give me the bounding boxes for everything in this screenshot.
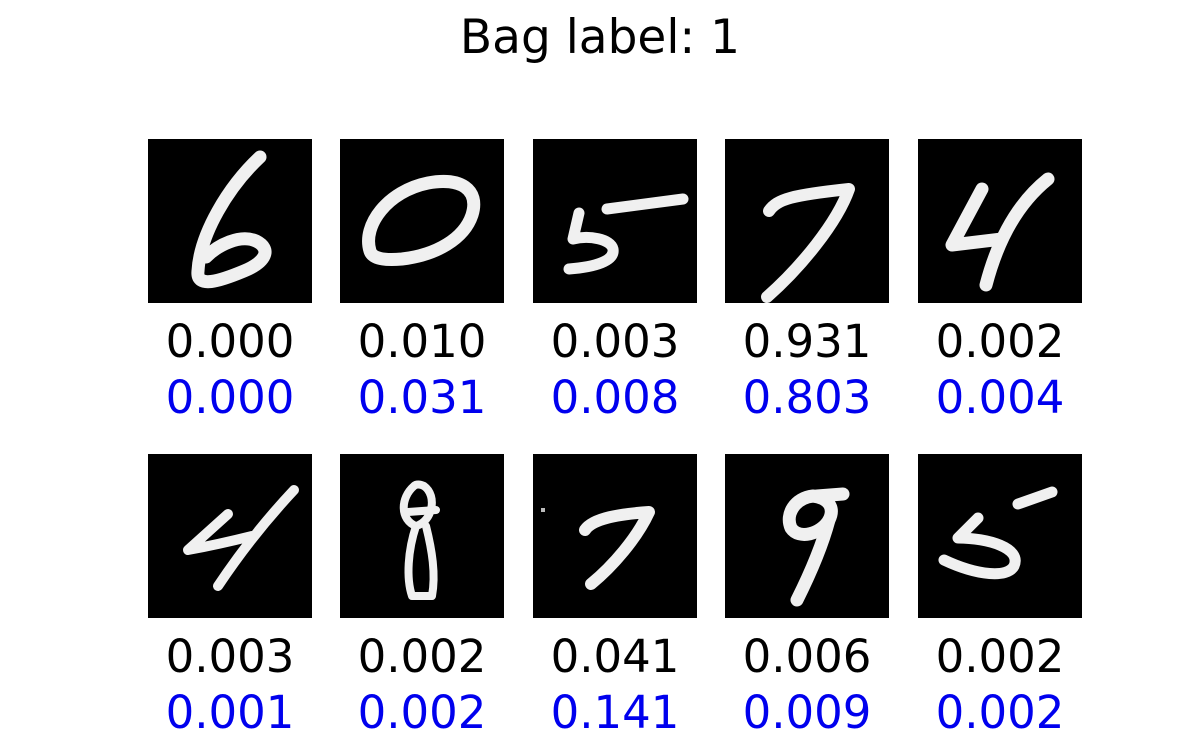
score-secondary: 0.001 — [165, 686, 295, 739]
digit-image — [918, 454, 1082, 618]
score-secondary: 0.008 — [550, 371, 680, 424]
digit-five-glyph — [938, 486, 1058, 580]
digit-four-glyph — [945, 172, 1055, 292]
digit-image — [918, 139, 1082, 303]
digit-image — [340, 139, 504, 303]
score-secondary: 0.004 — [935, 371, 1065, 424]
score-primary: 0.006 — [742, 630, 872, 683]
digit-seven-glyph — [541, 506, 655, 590]
score-primary: 0.931 — [742, 315, 872, 368]
score-secondary: 0.009 — [742, 686, 872, 739]
score-primary: 0.002 — [935, 315, 1065, 368]
digit-image — [725, 454, 889, 618]
digit-zero-glyph — [362, 175, 481, 266]
score-primary: 0.002 — [935, 630, 1065, 683]
digit-image — [725, 139, 889, 303]
score-primary: 0.003 — [165, 630, 295, 683]
digit-nine-glyph — [782, 487, 850, 607]
score-secondary: 0.803 — [742, 371, 872, 424]
score-secondary: 0.141 — [550, 686, 680, 739]
score-secondary: 0.002 — [357, 686, 487, 739]
score-primary: 0.041 — [550, 630, 680, 683]
digit-image — [533, 454, 697, 618]
digit-image — [148, 139, 312, 303]
score-primary: 0.010 — [357, 315, 487, 368]
score-primary: 0.003 — [550, 315, 680, 368]
score-secondary: 0.000 — [165, 371, 295, 424]
digit-four-glyph — [183, 485, 299, 591]
digit-image — [533, 139, 697, 303]
digit-image — [148, 454, 312, 618]
digit-five-glyph — [563, 193, 689, 275]
digit-image — [340, 454, 504, 618]
digit-seven-glyph — [761, 183, 855, 303]
figure-title: Bag label: 1 — [459, 10, 741, 65]
score-secondary: 0.002 — [935, 686, 1065, 739]
score-secondary: 0.031 — [357, 371, 487, 424]
score-primary: 0.000 — [165, 315, 295, 368]
digit-six-glyph — [191, 150, 272, 289]
digit-eight-glyph — [399, 480, 440, 600]
score-primary: 0.002 — [357, 630, 487, 683]
